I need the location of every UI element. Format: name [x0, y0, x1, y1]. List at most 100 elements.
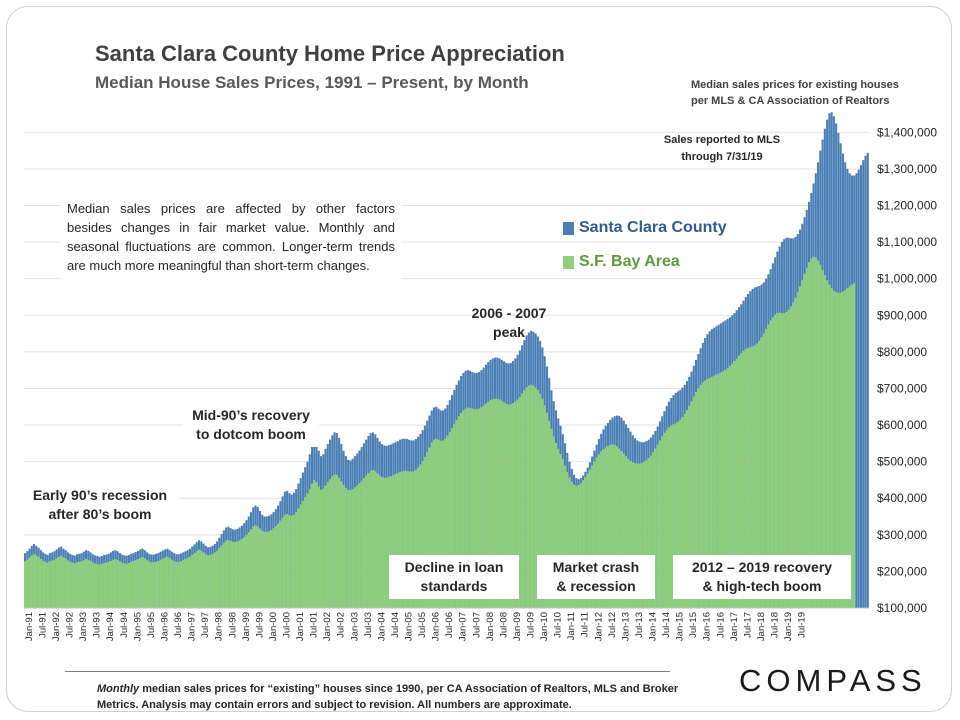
- bar-sf-bay-area: [715, 374, 718, 608]
- bar-sf-bay-area: [706, 378, 709, 608]
- bar-sf-bay-area: [281, 517, 284, 608]
- bar-sf-bay-area: [272, 528, 275, 608]
- footnote: Monthly median sales prices for “existin…: [97, 681, 687, 711]
- bar-sf-bay-area: [134, 560, 137, 608]
- bar-sf-bay-area: [778, 312, 781, 608]
- bar-santa-clara: [857, 169, 860, 608]
- bar-sf-bay-area: [794, 297, 797, 608]
- bar-sf-bay-area: [238, 540, 241, 608]
- bar-sf-bay-area: [274, 526, 277, 608]
- bar-sf-bay-area: [193, 553, 196, 608]
- bar-sf-bay-area: [188, 556, 192, 608]
- bar-sf-bay-area: [771, 317, 774, 608]
- bar-sf-bay-area: [548, 420, 551, 608]
- bar-sf-bay-area: [66, 560, 70, 608]
- y-tick-label: $1,300,000: [877, 162, 937, 176]
- bar-sf-bay-area: [541, 398, 544, 608]
- bar-sf-bay-area: [245, 534, 248, 608]
- bar-sf-bay-area: [344, 487, 347, 608]
- bar-sf-bay-area: [656, 444, 659, 608]
- bar-sf-bay-area: [439, 440, 442, 608]
- bar-sf-bay-area: [724, 369, 727, 608]
- bar-sf-bay-area: [347, 489, 350, 608]
- bar-sf-bay-area: [498, 399, 501, 608]
- x-tick-label: Jan-92: [51, 612, 62, 641]
- bar-sf-bay-area: [586, 473, 589, 608]
- bar-sf-bay-area: [460, 412, 463, 608]
- bar-sf-bay-area: [645, 460, 648, 608]
- y-tick-label: $900,000: [877, 308, 927, 322]
- bar-sf-bay-area: [78, 561, 81, 608]
- bar-sf-bay-area: [496, 398, 499, 608]
- bar-sf-bay-area: [579, 483, 582, 608]
- bar-sf-bay-area: [85, 558, 88, 608]
- bar-sf-bay-area: [57, 556, 60, 608]
- bar-sf-bay-area: [530, 384, 533, 608]
- bar-sf-bay-area: [805, 267, 808, 608]
- bar-sf-bay-area: [340, 481, 343, 608]
- bar-sf-bay-area: [765, 328, 768, 608]
- x-tick-label: Jul-01: [309, 612, 320, 638]
- bar-sf-bay-area: [105, 562, 108, 608]
- legend-label-santa-clara: Santa Clara County: [579, 219, 727, 236]
- bar-sf-bay-area: [828, 284, 831, 608]
- bar-sf-bay-area: [148, 561, 151, 608]
- bar-sf-bay-area: [735, 358, 738, 608]
- bar-sf-bay-area: [674, 423, 677, 608]
- bar-sf-bay-area: [516, 399, 519, 608]
- bar-sf-bay-area: [749, 347, 752, 608]
- bar-sf-bay-area: [417, 467, 420, 608]
- bar-sf-bay-area: [624, 456, 628, 608]
- bar-sf-bay-area: [48, 561, 51, 608]
- bar-sf-bay-area: [478, 408, 481, 608]
- bar-sf-bay-area: [236, 541, 239, 608]
- bar-santa-clara: [862, 160, 865, 609]
- bar-sf-bay-area: [812, 256, 815, 608]
- bar-sf-bay-area: [150, 562, 153, 608]
- bar-sf-bay-area: [783, 313, 786, 608]
- x-tick-label: Jul-98: [227, 612, 238, 638]
- bar-sf-bay-area: [268, 531, 271, 608]
- bar-sf-bay-area: [28, 557, 31, 608]
- x-tick-label: Jan-91: [24, 612, 35, 641]
- x-tick-label: Jan-93: [78, 612, 89, 641]
- x-tick-label: Jul-93: [92, 612, 103, 638]
- bar-sf-bay-area: [69, 561, 72, 608]
- bar-sf-bay-area: [333, 474, 336, 608]
- bar-sf-bay-area: [396, 472, 399, 608]
- chart-title: Santa Clara County Home Price Appreciati…: [95, 41, 565, 66]
- callout-decline-line-1: Decline in loan: [404, 559, 504, 575]
- callout-peak-line-1: 2006 - 2007: [471, 305, 547, 321]
- bar-sf-bay-area: [401, 471, 404, 608]
- bar-sf-bay-area: [243, 537, 246, 608]
- bar-sf-bay-area: [559, 453, 562, 608]
- bar-sf-bay-area: [405, 470, 408, 608]
- x-tick-label: Jan-12: [593, 612, 604, 641]
- x-tick-label: Jan-06: [431, 612, 442, 641]
- bar-sf-bay-area: [615, 446, 619, 608]
- bar-sf-bay-area: [170, 559, 173, 608]
- bar-sf-bay-area: [358, 483, 361, 608]
- y-tick-label: $1,200,000: [877, 198, 937, 212]
- bar-sf-bay-area: [636, 463, 639, 608]
- bar-sf-bay-area: [112, 559, 115, 608]
- bar-sf-bay-area: [435, 438, 438, 608]
- bar-sf-bay-area: [602, 449, 605, 608]
- bar-sf-bay-area: [338, 477, 341, 608]
- bar-sf-bay-area: [356, 485, 359, 608]
- bar-sf-bay-area: [216, 550, 219, 608]
- bar-sf-bay-area: [349, 490, 352, 608]
- bar-sf-bay-area: [588, 469, 591, 608]
- legend-item-sf-bay-area: S.F. Bay Area: [563, 245, 727, 279]
- compass-logo: COMPASS: [739, 663, 927, 698]
- bar-sf-bay-area: [329, 479, 332, 608]
- bar-sf-bay-area: [213, 552, 216, 608]
- bar-sf-bay-area: [123, 563, 126, 608]
- bar-sf-bay-area: [507, 404, 510, 608]
- x-tick-label: Jan-00: [268, 612, 279, 641]
- bar-sf-bay-area: [24, 561, 27, 608]
- bar-sf-bay-area: [566, 471, 569, 608]
- bar-sf-bay-area: [371, 470, 375, 608]
- bar-sf-bay-area: [44, 561, 47, 608]
- x-tick-label: Jul-94: [119, 612, 130, 638]
